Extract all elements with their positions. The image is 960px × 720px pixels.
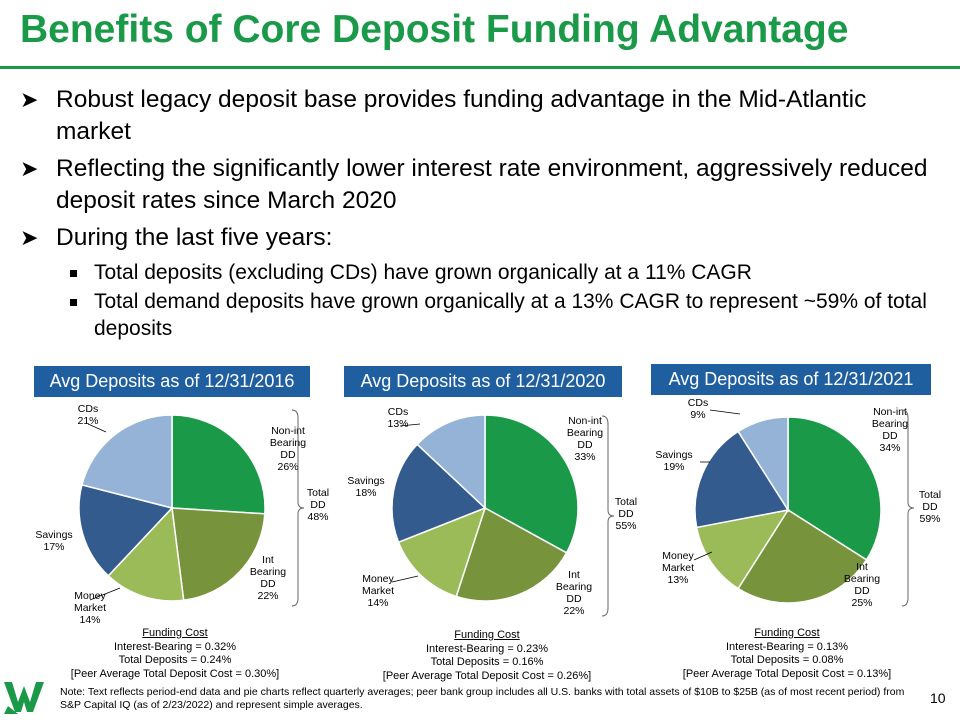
bullet-text: Robust legacy deposit base provides fund… [56, 86, 867, 145]
pie-slice-int [737, 508, 868, 604]
page-title: Benefits of Core Deposit Funding Advanta… [20, 8, 849, 51]
funding-cost-peer: [Peer Average Total Deposit Cost = 0.13%… [682, 667, 892, 680]
slice-label-cds: CDs 9% [688, 397, 708, 421]
slice-label-cds: CDs 21% [77, 403, 98, 427]
bullet-text: During the last five years: [56, 224, 333, 251]
total-dd-label: Total DD 48% [307, 487, 329, 523]
slice-label-savings: Savings 17% [35, 529, 72, 553]
pie-chart-2016: Non-int Bearing DD 26% Int Bearing DD 22% Money M… [35, 403, 329, 626]
slice-label-money: Money Market 13% [662, 550, 695, 586]
arrow-bullet-icon: ➤ [20, 156, 39, 181]
slice-label-nonint: Non-int Bearing DD 33% [567, 415, 603, 463]
funding-cost-total: Total Deposits = 0.24% [118, 654, 232, 666]
funding-cost-peer: [Peer Average Total Deposit Cost = 0.30%… [70, 667, 280, 680]
slice-label-savings: Savings 19% [655, 449, 692, 473]
leader-line [391, 575, 419, 583]
pie-slice-money [397, 506, 487, 598]
bank-logo-icon [2, 676, 46, 716]
pie-slice-nonint [171, 414, 266, 515]
slice-label-nonint: Non-int Bearing DD 34% [872, 406, 908, 454]
slice-label-money: Money Market 14% [74, 590, 107, 626]
funding-cost-2020: Funding Cost Interest-Bearing = 0.23% To… [382, 629, 592, 683]
pie-chart-2020: Non-int Bearing DD 33% Int Bearing DD 22% Money M… [347, 406, 637, 617]
pie-slice-savings [391, 443, 487, 544]
pie-slice-savings [78, 483, 174, 577]
funding-cost-interest: Interest-Bearing = 0.13% [726, 640, 848, 653]
leader-line [399, 423, 421, 427]
funding-cost-interest: Interest-Bearing = 0.23% [426, 642, 548, 655]
slice-label-nonint: Non-int Bearing DD 26% [270, 425, 306, 473]
leader-line [87, 423, 107, 433]
slice-label-int: Int Bearing DD 22% [556, 569, 592, 617]
pie-slice-int [455, 506, 568, 602]
leader-line [709, 409, 741, 415]
sub-bullet-item: Total deposits (excluding CDs) have grow… [20, 259, 940, 286]
pie-slice-cds [737, 416, 789, 513]
arrow-bullet-icon: ➤ [20, 87, 39, 112]
bullet-item: ➤ Robust legacy deposit base provides fun… [20, 84, 940, 148]
funding-cost-interest: Interest-Bearing = 0.32% [114, 640, 236, 653]
chart-header-2020: Avg Deposits as of 12/31/2020 [344, 366, 622, 397]
slice-label-int: Int Bearing DD 22% [250, 554, 286, 602]
total-dd-brace [901, 409, 915, 607]
chart-header-2021: Avg Deposits as of 12/31/2021 [651, 364, 931, 395]
funding-cost-peer: [Peer Average Total Deposit Cost = 0.26%… [382, 669, 592, 682]
bullet-item: ➤ Reflecting the significantly lower inte… [20, 153, 940, 217]
funding-cost-title: Funding Cost [142, 627, 208, 639]
chart-header-2016: Avg Deposits as of 12/31/2016 [34, 366, 310, 397]
sub-bullet-item: Total demand deposits have grown organic… [20, 288, 940, 342]
total-dd-brace [601, 415, 615, 617]
sub-bullet-text: Total demand deposits have grown organic… [94, 290, 927, 340]
pie-slice-money [695, 508, 790, 590]
bullet-text: Reflecting the significantly lower inter… [56, 155, 928, 214]
slice-label-cds: CDs 13% [387, 406, 408, 430]
pie-slice-cds [81, 414, 173, 509]
leader-line [693, 551, 713, 561]
square-bullet-icon [70, 270, 77, 277]
slice-label-money: Money Market 14% [362, 573, 395, 609]
funding-cost-2021: Funding Cost Interest-Bearing = 0.13% To… [682, 627, 892, 681]
pie-slice-nonint [484, 414, 579, 554]
funding-cost-2016: Funding Cost Interest-Bearing = 0.32% To… [70, 627, 280, 681]
bullet-list: ➤ Robust legacy deposit base provides fun… [20, 84, 940, 344]
total-dd-label: Total DD 59% [919, 489, 941, 525]
pie-slice-int [171, 507, 266, 602]
footnote: Note: Text reflects period-end data and … [60, 686, 905, 711]
leader-line [89, 587, 121, 601]
funding-cost-title: Funding Cost [754, 627, 820, 639]
funding-cost-title: Funding Cost [454, 629, 520, 641]
total-dd-brace [291, 409, 305, 607]
total-dd-label: Total DD 55% [615, 496, 637, 532]
pie-slice-savings [694, 430, 790, 529]
title-divider [0, 66, 960, 69]
square-bullet-icon [70, 299, 77, 306]
pie-slice-money [107, 506, 185, 602]
pie-chart-2021: Non-int Bearing DD 34% Int Bearing DD 25% Money M… [655, 397, 941, 609]
page-number: 10 [930, 690, 946, 706]
funding-cost-total: Total Deposits = 0.16% [430, 656, 544, 668]
arrow-bullet-icon: ➤ [20, 225, 39, 250]
slice-label-savings: Savings 18% [347, 475, 384, 499]
sub-bullet-text: Total deposits (excluding CDs) have grow… [94, 261, 752, 284]
bullet-item: ➤ During the last five years: [20, 222, 940, 254]
funding-cost-total: Total Deposits = 0.08% [730, 654, 844, 666]
pie-slice-cds [416, 414, 486, 510]
slice-label-int: Int Bearing DD 25% [844, 561, 880, 609]
